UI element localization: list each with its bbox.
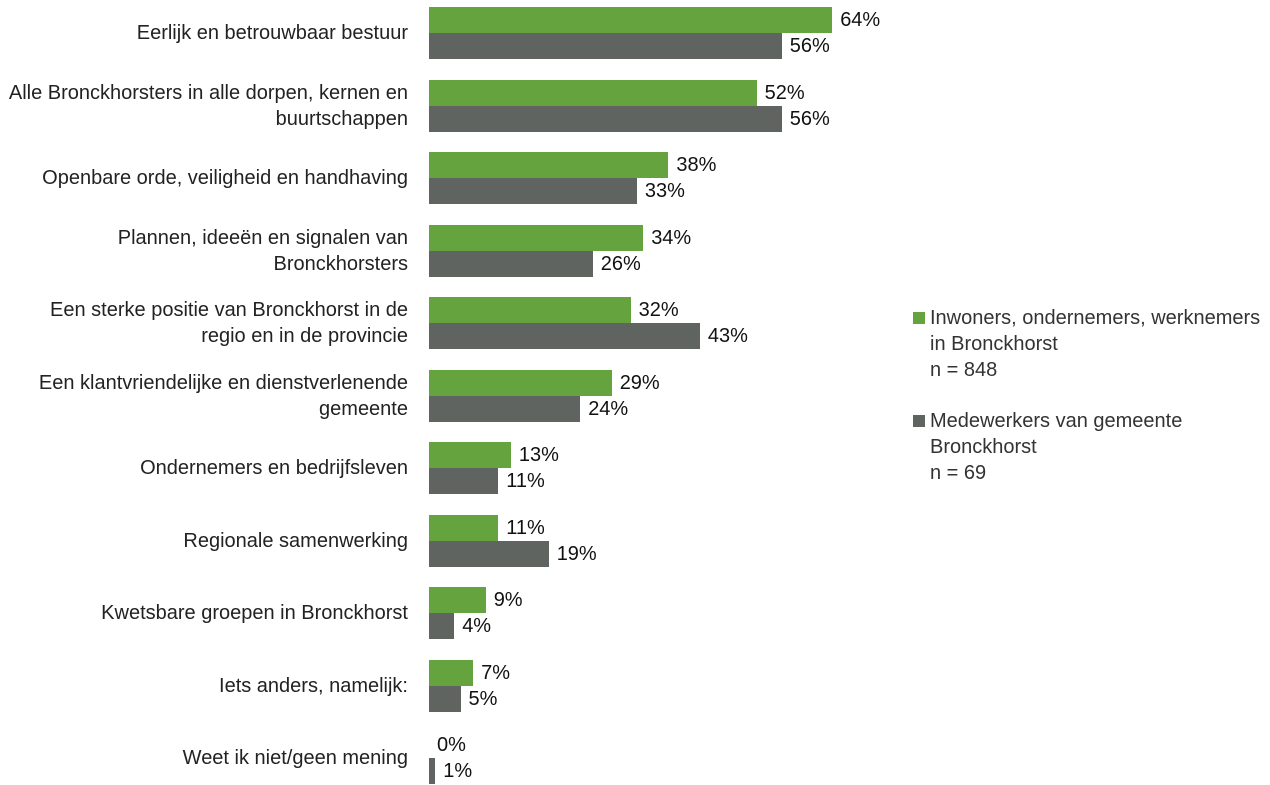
value-label: 24% (588, 397, 629, 420)
legend-label: Medewerkers van gemeente Bronckhorst n =… (930, 410, 1183, 484)
bar (429, 659, 474, 686)
bar (429, 297, 631, 323)
bar (429, 178, 637, 204)
bar (429, 685, 461, 712)
value-label: 1% (443, 760, 473, 782)
category-label: Een sterke positie van Bronckhorst in de… (50, 299, 408, 347)
value-label: 9% (493, 589, 523, 611)
value-label: 38% (676, 154, 717, 176)
category-label: Openbare orde, veiligheid en handhaving (42, 167, 408, 189)
bar (429, 758, 436, 784)
legend-label: Inwoners, ondernemers, werknemers in Bro… (930, 307, 1261, 381)
value-label: 64% (840, 9, 881, 31)
bar (429, 33, 782, 59)
category-label: Plannen, ideeën en signalen van Bronckho… (117, 226, 408, 275)
value-label: 13% (518, 444, 559, 466)
value-label: 11% (506, 516, 545, 539)
bar (429, 79, 757, 106)
value-label: 56% (789, 35, 830, 57)
category-label: Eerlijk en betrouwbaar bestuur (136, 22, 408, 44)
value-label: 34% (651, 226, 692, 249)
category-label: Ondernemers en bedrijfsleven (140, 457, 408, 479)
value-label: 33% (644, 180, 685, 202)
bar (429, 514, 499, 541)
value-label: 5% (468, 687, 498, 710)
category-label: Regionale samenwerking (183, 529, 408, 552)
bar (429, 395, 581, 422)
bar (429, 468, 499, 494)
bar (429, 587, 486, 613)
bar (429, 613, 455, 639)
bar (429, 105, 782, 132)
value-label: 19% (556, 542, 597, 565)
bar (429, 540, 549, 567)
value-label: 52% (764, 81, 805, 104)
bar (429, 369, 612, 396)
value-label: 43% (707, 325, 748, 347)
value-label: 32% (638, 299, 679, 321)
legend-swatch (913, 415, 925, 427)
value-label: 0% (437, 734, 466, 756)
bar (429, 442, 511, 468)
bar (429, 7, 833, 33)
bar (429, 152, 669, 178)
category-label: Weet ik niet/geen mening (182, 747, 408, 769)
category-label: Kwetsbare groepen in Bronckhorst (101, 602, 408, 624)
category-label: Alle Bronckhorsters in alle dorpen, kern… (8, 81, 408, 130)
value-label: 4% (462, 615, 492, 637)
value-label: 29% (619, 371, 660, 394)
bar (429, 224, 644, 251)
value-label: 11% (506, 470, 545, 492)
bar (429, 323, 700, 349)
bar (429, 250, 593, 277)
value-label: 56% (789, 107, 830, 130)
value-label: 7% (481, 661, 510, 684)
category-label: Een klantvriendelijke en dienstverlenend… (38, 371, 408, 420)
value-label: 26% (600, 252, 641, 275)
category-label: Iets anders, namelijk: (219, 674, 408, 697)
legend-swatch (913, 312, 925, 324)
